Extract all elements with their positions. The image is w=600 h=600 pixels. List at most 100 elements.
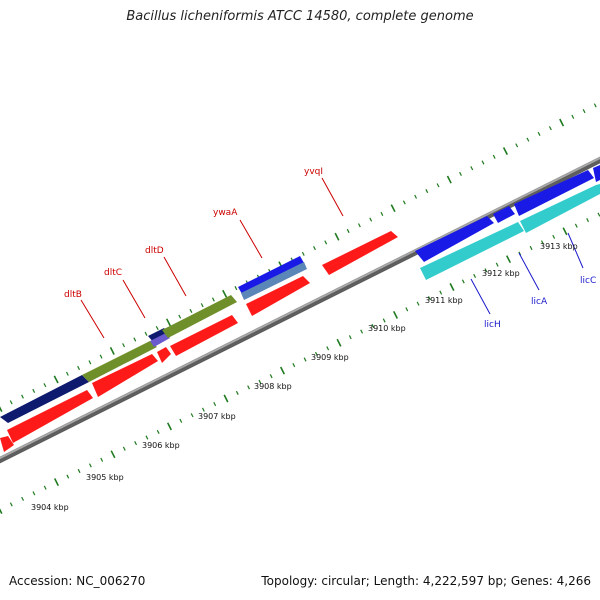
gene-dltC-lower[interactable]	[150, 333, 170, 347]
minor-tick	[179, 418, 183, 423]
leader-yvqI	[321, 177, 344, 217]
minor-tick	[32, 491, 36, 496]
minor-tick	[360, 329, 364, 334]
minor-tick	[382, 318, 386, 323]
major-tick	[505, 255, 512, 264]
gene-blue-b[interactable]	[493, 206, 515, 223]
minor-tick	[200, 303, 204, 308]
minor-tick	[548, 126, 552, 131]
minor-tick	[537, 131, 541, 136]
major-tick	[110, 450, 116, 459]
major-tick	[165, 318, 172, 327]
minor-tick	[155, 326, 159, 331]
minor-tick	[133, 337, 137, 342]
minor-tick	[371, 323, 375, 329]
genome-backbone-highlight	[0, 156, 600, 460]
minor-tick	[380, 211, 384, 216]
major-tick	[392, 310, 399, 319]
major-tick	[53, 478, 60, 487]
gene-label[interactable]: licA	[531, 297, 548, 307]
gene-red-d[interactable]	[157, 347, 171, 363]
minor-tick	[461, 279, 465, 284]
minor-tick	[66, 474, 70, 479]
minor-tick	[88, 360, 92, 365]
scale-labels: 3904 kbp 3905 kbp 3906 kbp 3907 kbp 3908…	[31, 242, 578, 512]
minor-tick	[201, 407, 205, 412]
minor-tick	[43, 383, 47, 388]
gene-label[interactable]: licH	[484, 320, 501, 330]
minor-tick	[122, 343, 126, 348]
major-tick	[562, 227, 568, 236]
gene-blue-c[interactable]	[514, 170, 594, 216]
gene-labels: dltB dltC dltD ywaA yvqI licH licA licC	[64, 167, 596, 330]
gene-licH[interactable]	[420, 222, 524, 280]
minor-tick	[122, 446, 126, 451]
gene-red-f[interactable]	[246, 276, 310, 316]
minor-tick	[425, 189, 429, 194]
minor-tick	[346, 228, 350, 234]
gene-red-c[interactable]	[92, 354, 158, 397]
gene-red-b[interactable]	[7, 390, 93, 443]
map-title: Bacillus licheniformis ATCC 14580, compl…	[126, 9, 474, 24]
minor-tick	[552, 234, 556, 239]
gene-label[interactable]: licC	[580, 276, 596, 286]
scale-label: 3904 kbp	[31, 503, 69, 512]
minor-tick	[65, 371, 69, 376]
forward-strand-genes	[0, 231, 398, 423]
gene-dltB[interactable]	[82, 341, 157, 382]
minor-tick	[190, 413, 194, 418]
major-tick	[279, 366, 286, 375]
gene-red-a[interactable]	[0, 436, 14, 452]
major-tick	[449, 283, 455, 291]
gene-red-e[interactable]	[170, 315, 238, 356]
major-tick	[109, 346, 115, 355]
gene-label[interactable]: dltB	[64, 290, 82, 300]
gene-dltD[interactable]	[162, 295, 237, 338]
minor-tick	[292, 363, 296, 368]
leader-dltD	[163, 256, 187, 297]
gene-label[interactable]: yvqI	[304, 167, 323, 177]
gene-dltA[interactable]	[0, 375, 89, 423]
minor-tick	[134, 441, 138, 446]
minor-tick	[540, 240, 544, 245]
gene-label[interactable]: dltD	[145, 246, 164, 256]
scale-label: 3909 kbp	[311, 353, 349, 362]
minor-tick	[348, 335, 352, 340]
gene-blue-a[interactable]	[415, 216, 494, 262]
major-tick	[222, 289, 228, 298]
gene-licA[interactable]	[520, 184, 600, 233]
major-tick	[559, 118, 565, 127]
gene-ywaA[interactable]	[238, 256, 304, 294]
major-tick	[390, 204, 396, 213]
gene-label[interactable]: dltC	[104, 268, 122, 278]
minor-tick	[211, 297, 215, 302]
minor-tick	[402, 200, 406, 205]
scale-label: 3913 kbp	[540, 242, 578, 251]
minor-tick	[301, 251, 305, 256]
minor-tick	[326, 346, 330, 351]
leader-ywaA	[239, 219, 263, 259]
major-tick	[446, 175, 452, 184]
gene-ywaA-lower[interactable]	[241, 262, 307, 300]
leader-dltC	[122, 279, 146, 319]
minor-tick	[459, 171, 462, 176]
gene-yvqI[interactable]	[322, 231, 398, 275]
minor-tick	[234, 286, 238, 291]
gene-blue-d[interactable]	[593, 165, 600, 182]
minor-tick	[156, 429, 160, 434]
minor-tick	[593, 103, 597, 108]
genome-summary-text: Topology: circular; Length: 4,222,597 bp…	[261, 574, 591, 588]
minor-tick	[43, 485, 47, 490]
minor-tick	[21, 496, 25, 501]
label-leaders	[80, 177, 584, 339]
minor-tick	[77, 365, 81, 371]
scale-label: 3912 kbp	[482, 269, 520, 278]
minor-tick	[32, 388, 36, 393]
major-tick	[334, 232, 340, 241]
minor-tick	[100, 457, 104, 462]
minor-tick	[189, 308, 193, 313]
minor-tick	[144, 331, 148, 336]
major-tick	[0, 406, 3, 412]
minor-tick	[324, 240, 328, 245]
gene-label[interactable]: ywaA	[213, 208, 238, 218]
